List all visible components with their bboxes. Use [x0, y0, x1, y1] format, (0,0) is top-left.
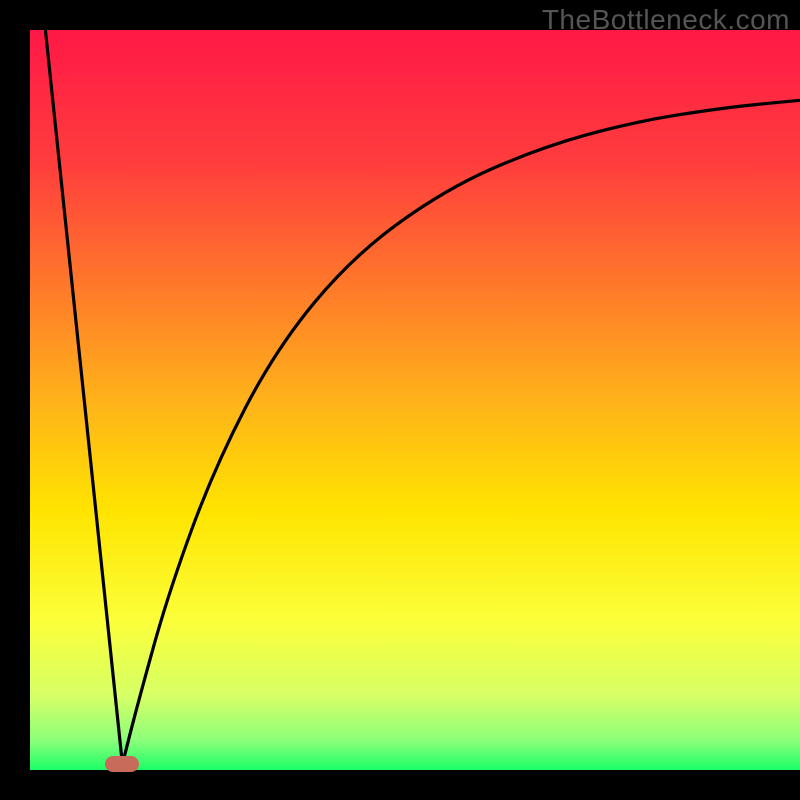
dip-marker: [105, 756, 139, 772]
chart-curve-svg: [30, 30, 800, 770]
bottleneck-curve: [45, 30, 800, 764]
chart-plot-area: [30, 30, 800, 770]
chart-container: TheBottleneck.com: [0, 0, 800, 800]
watermark-text: TheBottleneck.com: [542, 4, 790, 36]
